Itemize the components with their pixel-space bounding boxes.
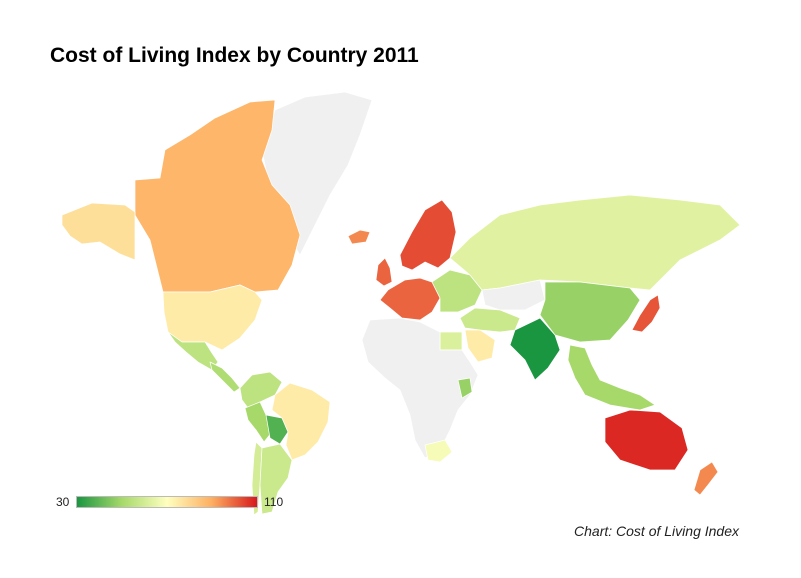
region-eastern-europe[interactable]: [431, 269, 483, 313]
region-japan[interactable]: [631, 294, 661, 333]
region-argentina[interactable]: [259, 443, 293, 515]
region-western-europe[interactable]: [379, 277, 441, 321]
region-southeast-asia[interactable]: [567, 344, 656, 411]
region-russia[interactable]: [449, 194, 741, 291]
region-south-africa[interactable]: [424, 439, 453, 463]
region-new-zealand[interactable]: [693, 461, 719, 496]
chart-title: Cost of Living Index by Country 2011: [50, 44, 419, 67]
region-africa[interactable]: [361, 317, 479, 459]
region-iceland[interactable]: [347, 229, 371, 245]
region-bolivia[interactable]: [265, 414, 289, 445]
region-egypt[interactable]: [439, 331, 463, 351]
region-central-america[interactable]: [209, 361, 241, 393]
region-scandinavia[interactable]: [399, 199, 457, 271]
legend-max-label: 110: [264, 495, 284, 509]
legend-color-bar: [76, 496, 258, 508]
legend-min-label: 30: [56, 495, 70, 509]
region-kenya[interactable]: [457, 377, 473, 399]
region-brazil[interactable]: [271, 382, 331, 461]
region-saudi-arabia[interactable]: [464, 329, 496, 363]
region-india[interactable]: [509, 317, 561, 381]
region-uk[interactable]: [375, 257, 393, 287]
region-peru[interactable]: [244, 401, 273, 443]
chart-credit: Chart: Cost of Living Index: [574, 523, 739, 539]
region-china[interactable]: [539, 281, 641, 343]
region-australia[interactable]: [604, 409, 689, 471]
region-kazakhstan[interactable]: [481, 279, 546, 311]
region-middle-east[interactable]: [459, 307, 521, 333]
region-alaska[interactable]: [61, 202, 136, 261]
